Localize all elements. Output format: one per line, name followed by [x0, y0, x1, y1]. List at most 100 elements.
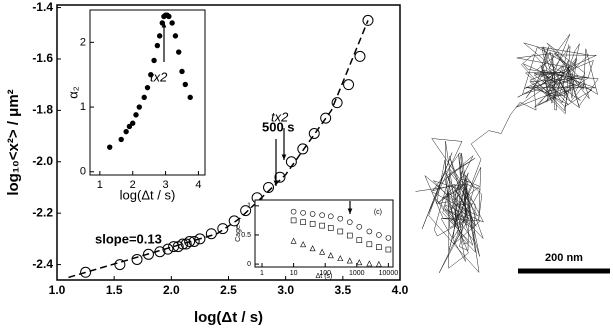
point: [263, 181, 275, 193]
point: [123, 128, 129, 135]
x-tick-label: 2: [130, 179, 136, 191]
point: [154, 42, 161, 49]
x-tick-label: 2.5: [220, 283, 237, 297]
x-tick-label: 4: [195, 179, 201, 191]
x-tick-label: 4.0: [392, 283, 409, 297]
plot-frame: [89, 9, 206, 176]
point: [205, 228, 217, 240]
scale-label: 200 nm: [545, 252, 583, 264]
point: [142, 248, 154, 260]
point: [300, 210, 306, 216]
chart: 1 10 100 1000 10000 0 0.5 1 Δt (s) Cage (c): [235, 199, 399, 280]
plot-frame: [254, 199, 394, 268]
y-axis-label: log₁₀<x²> / μm²: [5, 89, 22, 195]
point: [337, 215, 344, 222]
point: [300, 241, 307, 248]
point: [290, 208, 297, 215]
point: [337, 255, 344, 262]
annotation: 500 s: [262, 119, 295, 134]
y-tick-label: -1.4: [32, 0, 53, 14]
x-tick-label: 10000: [379, 270, 399, 277]
y-tick-label: 2: [80, 36, 86, 48]
point: [156, 33, 163, 39]
point: [356, 259, 363, 266]
y-tick-label: -1.8: [32, 103, 53, 117]
point: [337, 228, 344, 235]
annotation: tx2: [150, 69, 168, 84]
x-tick-label: 1.5: [106, 283, 123, 297]
point: [169, 20, 175, 26]
point: [184, 235, 196, 247]
point: [107, 144, 113, 150]
point: [362, 14, 374, 26]
point: [144, 84, 151, 91]
y-tick-label: -2.4: [32, 257, 53, 271]
point: [327, 252, 334, 259]
inset-background: [90, 10, 205, 175]
point: [130, 120, 136, 126]
point: [182, 81, 188, 88]
arrow-head: [273, 180, 279, 186]
point: [343, 79, 355, 91]
arrow-head: [161, 22, 167, 28]
point: [217, 223, 229, 235]
point: [308, 128, 320, 140]
x-axis-label: log(Δt / s): [194, 309, 263, 326]
arrow-head: [347, 208, 353, 214]
point: [319, 248, 326, 255]
y-tick-label: -2.0: [32, 154, 53, 168]
point: [331, 97, 343, 109]
x-tick-label: 1.0: [49, 283, 66, 297]
point: [327, 225, 334, 231]
trajectory: [415, 33, 599, 274]
point: [300, 219, 306, 225]
point: [180, 238, 192, 250]
point: [356, 237, 363, 243]
point: [118, 136, 124, 143]
point: [162, 243, 174, 255]
point: [309, 211, 316, 217]
point: [319, 222, 325, 229]
point: [356, 224, 363, 230]
point: [290, 217, 297, 224]
y-tick-label: 1: [80, 101, 86, 113]
point: [131, 253, 143, 265]
y-tick-label: -1.6: [32, 51, 53, 65]
point: [179, 68, 185, 75]
point: [375, 260, 382, 267]
point: [366, 228, 373, 235]
point: [290, 237, 297, 244]
point: [172, 33, 179, 39]
point: [327, 213, 334, 220]
point: [126, 123, 133, 130]
y-tick-label: -2.2: [32, 205, 53, 219]
point: [320, 112, 332, 124]
point: [141, 94, 147, 101]
point: [309, 245, 316, 252]
x-tick-label: 2.0: [163, 283, 180, 297]
point: [151, 57, 157, 64]
annotation: tx2: [271, 109, 289, 124]
point: [114, 259, 126, 271]
y-axis-label: Cage: [235, 225, 242, 242]
x-tick-label: 1000: [349, 270, 365, 277]
point: [274, 171, 286, 183]
point: [166, 13, 172, 20]
point: [80, 266, 92, 278]
point: [187, 94, 193, 101]
point: [385, 246, 392, 253]
inset-background: [255, 200, 393, 267]
point: [366, 241, 373, 248]
y-tick-label: 0: [247, 261, 251, 268]
point: [240, 205, 252, 217]
x-tick-label: 1: [260, 270, 264, 277]
point: [297, 143, 309, 155]
point: [319, 212, 325, 218]
fit-line: [68, 20, 369, 279]
y-tick-label: 1: [247, 203, 251, 210]
chart: 1.0 1.5 2.0 2.5 3.0 3.5 4.0 -2.4 -2.2 -2.0 -1.8 -1.…: [5, 0, 409, 326]
y-tick-label: 0: [80, 166, 86, 178]
point: [228, 215, 240, 227]
